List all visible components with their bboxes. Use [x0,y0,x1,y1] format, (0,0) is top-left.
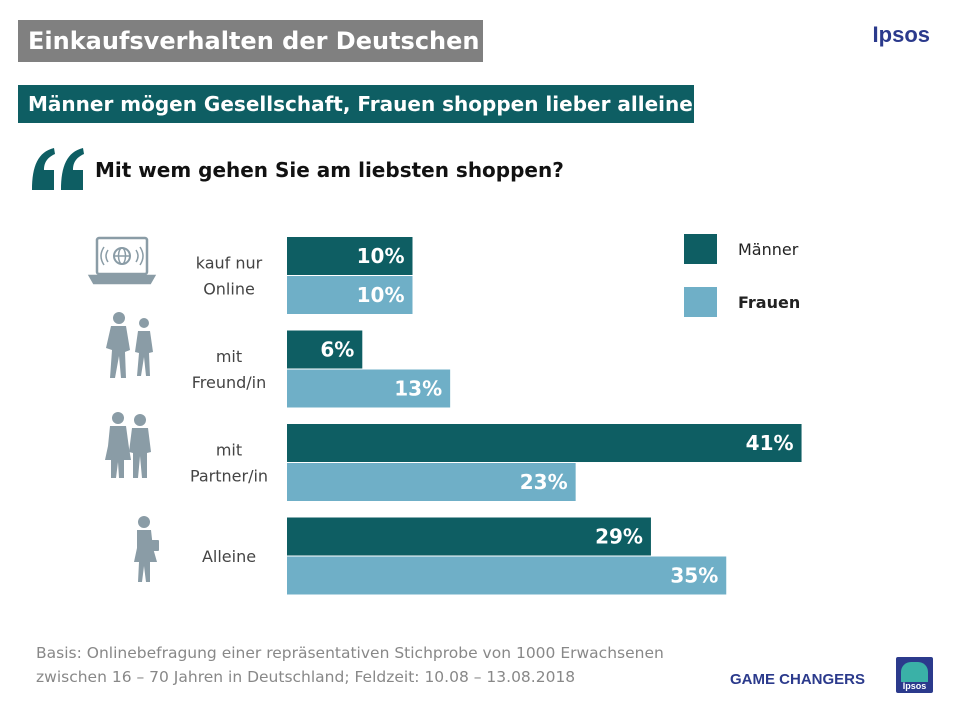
legend: Männer Frauen [684,234,800,317]
legend-label-maenner: Männer [738,240,799,259]
category-label: Online [203,280,255,299]
logo-mark [901,662,928,682]
value-label: 23% [520,470,568,494]
laptop-globe-icon [87,236,157,285]
couple-icon [105,412,151,478]
category-label: Partner/in [190,467,268,486]
page-subtitle: Männer mögen Gesellschaft, Frauen shoppe… [18,85,694,123]
bar-frauen-0 [287,276,413,314]
value-label: 10% [357,283,405,307]
value-label: 29% [595,525,643,549]
category-label: Freund/in [192,373,267,392]
bar-frauen-2 [287,463,576,501]
footnote-line-1: Basis: Onlinebefragung einer repräsentat… [36,644,664,662]
logo-text: Ipsos [902,681,927,691]
footnote-line-2: zwischen 16 – 70 Jahren in Deutschland; … [36,668,576,686]
value-label: 41% [746,431,794,455]
legend-swatch-maenner [684,234,717,264]
ipsos-logo: Ipsos [896,657,933,693]
brand-name: Ipsos [872,22,930,47]
legend-label-frauen: Frauen [738,293,800,312]
bar-frauen-3 [287,556,727,595]
bar-maenner-2 [287,424,802,462]
bar-frauen-1 [287,369,451,408]
bar-maenner-0 [287,237,413,275]
quote-icon [32,148,84,190]
category-labels: kauf nur Online mit Freund/in mit Partner/in A… [190,254,268,567]
footnote: Basis: Onlinebefragung einer repräsentat… [36,641,736,689]
tagline: GAME CHANGERS [730,671,866,688]
bar-maenner-1 [287,330,363,369]
value-label: 13% [394,377,442,401]
category-icons [87,236,159,582]
category-label: kauf nur [196,254,263,273]
bars: 10% 10% 6% 13% 41% 23% 29% 35% [287,237,802,595]
category-label: mit [216,347,242,366]
page-title: Einkaufsverhalten der Deutschen [18,20,483,62]
category-label: mit [216,441,242,460]
survey-question: Mit wem gehen Sie am liebsten shoppen? [95,158,564,182]
legend-swatch-frauen [684,287,717,317]
value-label: 10% [357,244,405,268]
bar-maenner-3 [287,517,651,556]
woman-shopping-icon [134,516,159,582]
category-label: Alleine [202,547,256,566]
value-label: 35% [670,564,718,588]
value-label: 6% [320,338,354,362]
friends-icon [106,312,153,378]
